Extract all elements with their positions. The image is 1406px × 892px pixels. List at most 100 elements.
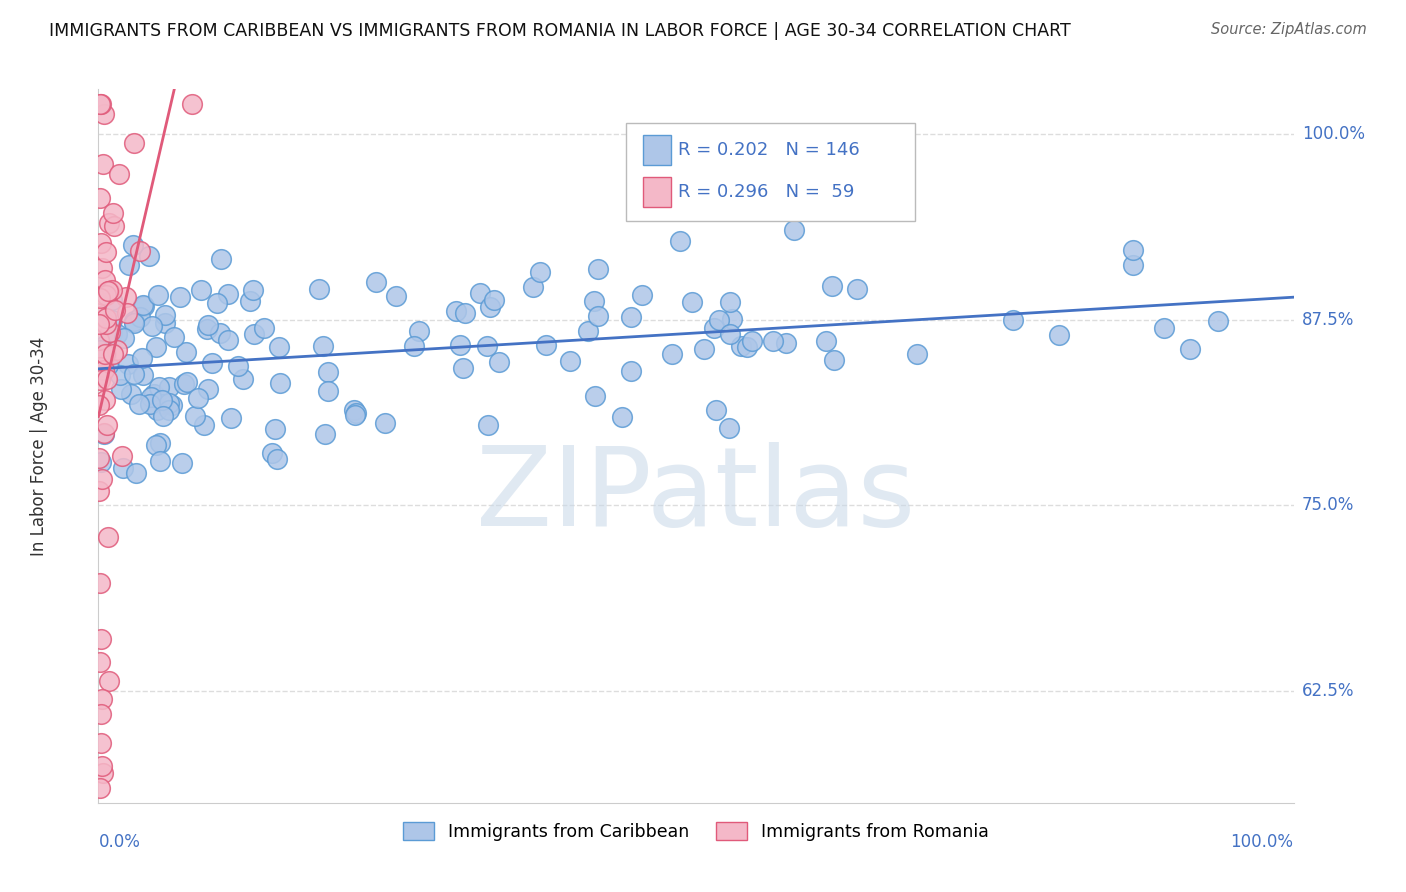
Point: [169, 290, 191, 304]
Point: [1122, 258, 1144, 272]
Point: [704, 403, 727, 417]
Point: [183, 409, 205, 424]
Point: [91, 288, 114, 302]
Point: [89, 359, 111, 374]
Point: [730, 338, 752, 352]
Point: [316, 365, 339, 379]
Point: [94, 273, 117, 287]
Point: [718, 421, 741, 435]
Point: [454, 306, 477, 320]
Point: [96, 317, 118, 331]
Point: [96, 372, 118, 386]
Point: [114, 290, 136, 304]
Point: [91, 758, 114, 772]
Point: [205, 296, 228, 310]
Point: [93, 362, 115, 376]
Point: [115, 306, 138, 320]
Point: [128, 397, 150, 411]
Point: [193, 418, 215, 433]
Text: Source: ZipAtlas.com: Source: ZipAtlas.com: [1211, 22, 1367, 37]
Point: [94, 346, 117, 360]
Point: [228, 359, 250, 373]
Point: [217, 334, 239, 348]
Point: [98, 284, 121, 298]
Point: [1047, 327, 1070, 342]
Point: [101, 293, 124, 308]
Point: [475, 339, 498, 353]
Point: [775, 335, 797, 350]
Point: [149, 436, 172, 450]
Point: [1122, 243, 1144, 257]
Point: [157, 380, 180, 394]
Point: [312, 339, 335, 353]
Point: [129, 244, 152, 259]
Point: [269, 376, 291, 390]
Point: [89, 97, 111, 112]
Point: [661, 347, 683, 361]
Point: [94, 245, 117, 260]
Point: [153, 316, 176, 330]
Point: [479, 300, 502, 314]
Point: [97, 284, 120, 298]
Point: [107, 326, 129, 341]
Point: [89, 450, 111, 465]
Point: [197, 382, 219, 396]
Point: [90, 236, 112, 251]
Point: [110, 368, 132, 382]
Point: [89, 291, 111, 305]
Text: 62.5%: 62.5%: [1302, 682, 1354, 700]
Point: [583, 389, 606, 403]
Point: [89, 655, 111, 669]
Point: [125, 466, 148, 480]
Point: [262, 446, 284, 460]
Point: [721, 311, 744, 326]
Point: [98, 326, 121, 340]
Point: [692, 342, 714, 356]
Point: [669, 234, 692, 248]
Point: [94, 347, 117, 361]
Point: [94, 338, 117, 352]
Point: [132, 368, 155, 382]
Text: 87.5%: 87.5%: [1302, 310, 1354, 328]
Point: [619, 364, 641, 378]
Point: [195, 322, 218, 336]
Point: [101, 347, 124, 361]
Point: [148, 380, 170, 394]
Point: [404, 339, 426, 353]
Point: [91, 766, 114, 780]
Point: [582, 293, 605, 308]
Point: [138, 249, 160, 263]
Point: [631, 288, 654, 302]
Point: [217, 287, 239, 301]
Point: [208, 326, 231, 340]
Point: [316, 384, 339, 398]
Point: [718, 327, 741, 342]
Point: [148, 454, 170, 468]
Point: [1153, 321, 1175, 335]
Point: [346, 406, 368, 420]
Text: 100.0%: 100.0%: [1302, 125, 1365, 143]
Point: [703, 320, 725, 334]
Point: [94, 393, 117, 408]
Point: [94, 352, 117, 367]
Text: In Labor Force | Age 30-34: In Labor Force | Age 30-34: [30, 336, 48, 556]
Point: [89, 575, 111, 590]
Point: [89, 343, 111, 357]
Point: [124, 314, 146, 328]
Point: [682, 295, 704, 310]
Point: [139, 390, 162, 404]
Point: [90, 706, 112, 721]
Text: R = 0.296   N =  59: R = 0.296 N = 59: [679, 183, 855, 201]
Point: [586, 310, 609, 324]
Point: [239, 293, 262, 308]
Point: [477, 417, 499, 432]
Point: [90, 368, 112, 383]
Point: [101, 206, 124, 220]
Point: [90, 455, 112, 469]
Point: [131, 298, 153, 312]
Point: [146, 402, 169, 417]
Point: [181, 97, 204, 112]
Point: [131, 351, 153, 366]
Point: [176, 375, 198, 389]
Text: R = 0.202   N = 146: R = 0.202 N = 146: [679, 141, 860, 159]
